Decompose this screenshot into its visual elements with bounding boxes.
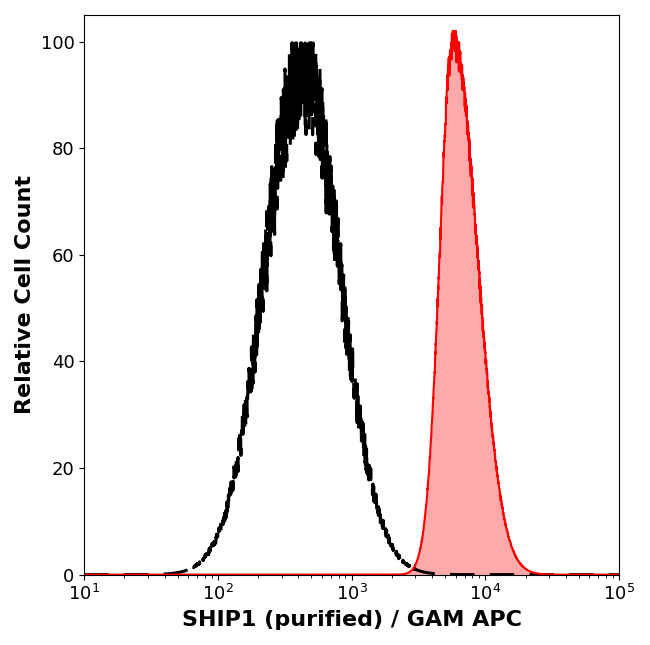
X-axis label: SHIP1 (purified) / GAM APC: SHIP1 (purified) / GAM APC xyxy=(181,610,521,630)
Y-axis label: Relative Cell Count: Relative Cell Count xyxy=(15,175,35,414)
